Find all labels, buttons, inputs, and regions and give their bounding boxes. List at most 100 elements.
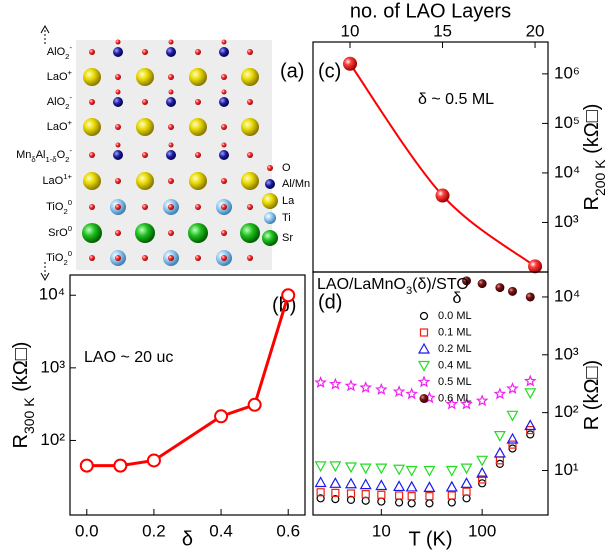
layer-label: SrO0: [48, 224, 72, 239]
atom: [247, 255, 253, 261]
marker: [477, 279, 487, 289]
atom: [115, 230, 121, 236]
atom: [247, 99, 253, 105]
atom: [188, 223, 208, 243]
marker: [329, 461, 342, 473]
annotation: δ ~ 0.5 ML: [418, 91, 494, 108]
atom: [142, 204, 148, 210]
arrow-head: [40, 24, 50, 34]
layer-label: LaO+: [47, 68, 73, 83]
marker: [524, 419, 537, 431]
structure-legend-label: Al/Mn: [282, 178, 310, 190]
x-axis-title: δ: [182, 528, 193, 550]
atom: [221, 39, 227, 45]
y-axis-title: R300 K (kΩ□): [10, 342, 36, 449]
atom: [168, 89, 174, 95]
marker: [493, 431, 506, 442]
marker: [344, 462, 358, 474]
atom: [189, 172, 207, 190]
structure-legend-label: Sr: [282, 232, 293, 244]
text-part: (δ)/STO: [412, 276, 469, 293]
atom: [113, 97, 123, 107]
y-tick-label: 10³: [554, 212, 579, 231]
marker: [344, 477, 358, 489]
marker: [524, 388, 537, 400]
x-tick-label: 10: [372, 521, 391, 540]
marker: [445, 397, 459, 410]
x-tick-label: 20: [526, 21, 545, 40]
atom: [195, 99, 201, 105]
atom: [89, 49, 95, 55]
marker: [314, 376, 327, 388]
atom: [89, 152, 95, 158]
atom: [136, 172, 154, 190]
marker: [419, 328, 429, 337]
y-tick-label: 10²: [40, 430, 65, 449]
atom: [221, 230, 227, 236]
legend-label: 0.2 ML: [438, 343, 472, 355]
marker: [392, 385, 406, 398]
text-part: R: [581, 196, 603, 210]
atom: [168, 255, 174, 261]
plot-frame: [312, 271, 549, 516]
atom: [195, 204, 201, 210]
marker: [425, 492, 434, 501]
legend-label: 0.1 ML: [438, 326, 472, 338]
x-tick-label: 0.0: [75, 521, 99, 540]
x-axis-title: T (K): [408, 528, 452, 550]
marker: [419, 311, 429, 321]
marker: [476, 466, 489, 478]
y-tick-label: 10²: [554, 402, 579, 421]
atom: [115, 142, 121, 148]
text-part: LaO: [47, 121, 68, 133]
atom: [168, 124, 174, 130]
marker: [375, 383, 388, 395]
layer-label: MnδAl1-δO2-: [16, 146, 72, 164]
atom: [241, 68, 259, 86]
marker: [394, 498, 404, 507]
arrow-head: [40, 272, 50, 282]
marker: [447, 498, 456, 507]
marker: [476, 455, 489, 467]
marker: [375, 463, 388, 475]
text-part: 0: [68, 224, 72, 233]
atom: [136, 68, 154, 86]
atom: [168, 178, 174, 184]
text-part: +: [68, 118, 73, 127]
marker: [478, 475, 487, 484]
atom: [168, 142, 174, 148]
marker: [316, 494, 325, 503]
marker: [214, 409, 229, 424]
x-tick-label: 0.6: [276, 521, 300, 540]
atom: [166, 150, 176, 160]
marker: [508, 440, 517, 449]
atom: [168, 39, 174, 45]
atom: [247, 204, 253, 210]
atom: [142, 49, 148, 55]
marker: [79, 458, 94, 473]
data-line: [86, 294, 290, 468]
legend-label: 0.0 ML: [438, 310, 472, 322]
text-part: +: [68, 68, 73, 77]
atom: [168, 230, 174, 236]
atom: [219, 97, 229, 107]
marker: [417, 360, 431, 372]
y-tick-label: 10³: [40, 357, 65, 376]
marker: [393, 464, 406, 476]
text-part: TiO: [46, 201, 64, 213]
marker: [462, 494, 471, 503]
atom: [221, 255, 227, 261]
atom: [166, 97, 176, 107]
text-part: TiO: [46, 252, 64, 264]
marker: [375, 479, 388, 491]
layer-label: AlO2-: [47, 93, 73, 111]
text-part: 0: [68, 249, 72, 258]
atom: [115, 124, 121, 130]
marker: [417, 375, 431, 388]
text-part: O: [57, 149, 66, 161]
atom: [264, 212, 276, 224]
structure-legend-label: La: [282, 195, 295, 207]
text-part: R: [10, 434, 32, 448]
marker: [343, 56, 358, 71]
marker: [146, 453, 161, 468]
